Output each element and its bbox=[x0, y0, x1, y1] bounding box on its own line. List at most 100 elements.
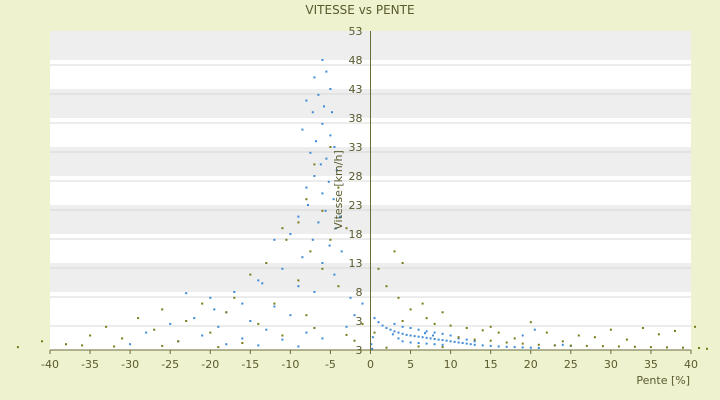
data-point bbox=[261, 282, 264, 285]
data-point bbox=[441, 332, 444, 335]
data-point bbox=[385, 327, 388, 329]
data-point bbox=[313, 76, 316, 79]
data-point bbox=[161, 344, 164, 347]
data-point bbox=[577, 334, 580, 337]
data-point bbox=[481, 329, 484, 332]
data-point bbox=[301, 256, 304, 259]
data-point bbox=[393, 322, 396, 325]
data-point bbox=[137, 317, 140, 320]
data-point bbox=[370, 343, 373, 346]
data-point bbox=[401, 332, 404, 335]
data-point bbox=[209, 296, 212, 299]
data-point bbox=[323, 105, 325, 108]
data-point bbox=[533, 328, 536, 331]
y-tick-label: 3 bbox=[356, 344, 363, 357]
data-point bbox=[513, 337, 516, 340]
data-point bbox=[324, 209, 327, 212]
data-point bbox=[121, 337, 124, 340]
data-point bbox=[257, 279, 260, 282]
data-point bbox=[377, 321, 380, 324]
y-tick-label: 13 bbox=[349, 257, 363, 270]
data-point bbox=[545, 331, 548, 334]
data-point bbox=[328, 244, 331, 247]
data-point bbox=[65, 343, 67, 346]
data-point bbox=[145, 331, 148, 334]
x-tick-label: -10 bbox=[281, 358, 299, 371]
data-point bbox=[457, 341, 460, 344]
data-point bbox=[433, 322, 436, 325]
data-point bbox=[313, 291, 316, 293]
data-point bbox=[281, 334, 284, 337]
x-tick-label: 35 bbox=[644, 358, 658, 371]
data-point bbox=[489, 339, 492, 342]
data-point bbox=[333, 146, 336, 148]
data-point bbox=[465, 342, 468, 345]
data-point bbox=[449, 340, 452, 343]
data-point bbox=[601, 345, 604, 348]
data-point bbox=[233, 291, 236, 293]
y-tick-label: 28 bbox=[349, 170, 363, 183]
data-point bbox=[317, 221, 320, 224]
data-point bbox=[289, 314, 292, 317]
data-point bbox=[585, 344, 588, 347]
data-point bbox=[401, 325, 404, 328]
data-point bbox=[41, 340, 43, 343]
data-point bbox=[345, 333, 348, 336]
data-point bbox=[325, 70, 328, 73]
data-point bbox=[321, 59, 324, 61]
data-point bbox=[391, 333, 394, 336]
data-point bbox=[373, 331, 376, 334]
data-point bbox=[153, 328, 156, 331]
data-point bbox=[265, 262, 268, 264]
data-point bbox=[473, 338, 476, 341]
data-point bbox=[405, 333, 408, 336]
data-point bbox=[529, 321, 532, 324]
y-axis-title: Vitesse [km/h] bbox=[332, 150, 345, 230]
data-point bbox=[397, 296, 400, 299]
data-point bbox=[315, 140, 317, 143]
y-tick-label: 18 bbox=[349, 228, 363, 241]
x-tick-label: -40 bbox=[41, 358, 59, 371]
data-point bbox=[694, 325, 696, 328]
data-point bbox=[273, 305, 276, 308]
data-point bbox=[325, 157, 328, 160]
data-point bbox=[553, 344, 556, 347]
data-point bbox=[505, 345, 508, 348]
y-tick-label: 53 bbox=[349, 25, 363, 38]
data-point bbox=[457, 336, 460, 339]
data-point bbox=[305, 314, 308, 317]
data-point bbox=[301, 128, 304, 131]
data-point bbox=[241, 337, 244, 340]
data-point bbox=[289, 233, 292, 235]
data-point bbox=[193, 317, 196, 320]
data-point bbox=[489, 344, 492, 347]
data-point bbox=[593, 336, 596, 339]
x-tick-label: 25 bbox=[564, 358, 578, 371]
x-tick-label: -30 bbox=[121, 358, 139, 371]
data-point bbox=[497, 345, 500, 348]
data-point bbox=[417, 328, 420, 331]
data-point bbox=[417, 345, 420, 348]
data-point bbox=[281, 338, 284, 341]
x-tick-label: -5 bbox=[325, 358, 336, 371]
data-point bbox=[201, 334, 204, 337]
data-point bbox=[361, 302, 364, 305]
y-tick-label: 38 bbox=[349, 112, 363, 125]
data-point bbox=[311, 238, 314, 241]
data-point bbox=[381, 324, 384, 327]
data-point bbox=[335, 169, 338, 172]
data-point bbox=[273, 238, 276, 241]
data-point bbox=[417, 335, 420, 338]
data-point bbox=[317, 93, 320, 96]
data-point bbox=[233, 296, 236, 299]
data-point bbox=[449, 324, 452, 327]
data-point bbox=[425, 317, 428, 320]
data-point bbox=[321, 192, 324, 195]
data-point bbox=[465, 338, 468, 341]
data-point bbox=[698, 347, 700, 349]
data-points bbox=[16, 59, 708, 350]
data-point bbox=[397, 337, 400, 340]
data-point bbox=[432, 334, 434, 337]
